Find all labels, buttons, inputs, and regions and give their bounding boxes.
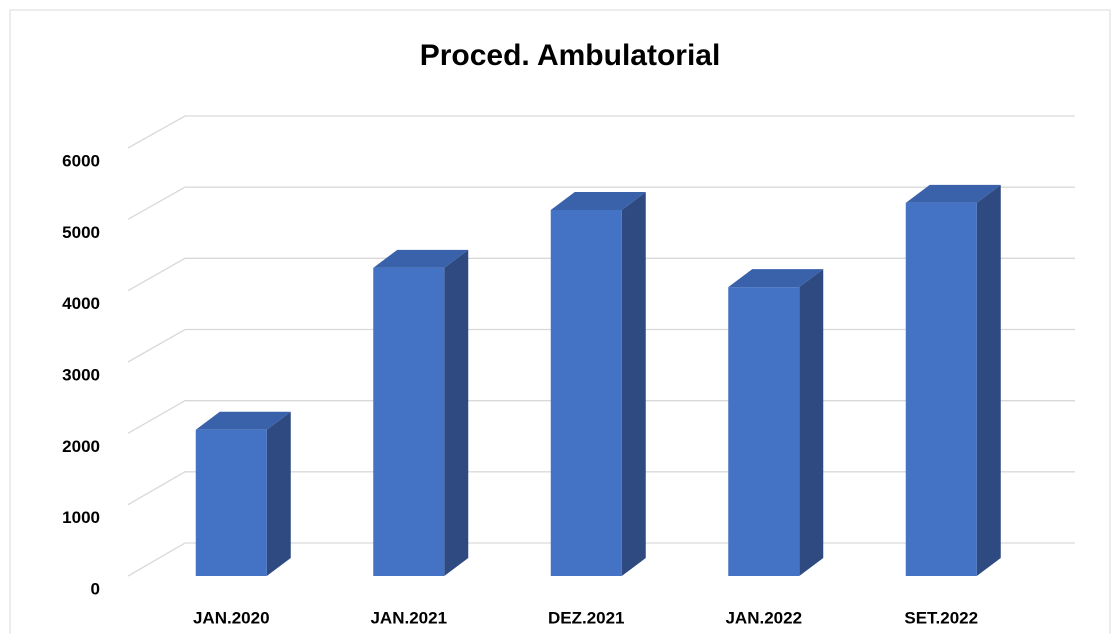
bar-side (444, 249, 469, 576)
grid-line (127, 186, 1075, 220)
x-tick-label: DEZ.2021 (548, 608, 625, 627)
bar-front (728, 287, 800, 576)
bar-front (373, 267, 445, 576)
x-tick-label: JAN.2022 (725, 608, 802, 627)
y-tick-label: 1000 (62, 508, 100, 527)
bar-top (550, 192, 646, 211)
bar-front (550, 210, 622, 576)
x-tick-label: SET.2022 (904, 608, 978, 627)
y-tick-label: 2000 (62, 437, 100, 456)
bar-side (621, 192, 646, 576)
bar-top (905, 184, 1001, 203)
grid-line (127, 115, 1075, 149)
y-tick-label: 6000 (62, 151, 100, 170)
bar-side (976, 184, 1001, 576)
bar-side (799, 269, 824, 576)
bar-side (266, 411, 291, 576)
x-tick-label: JAN.2021 (370, 608, 447, 627)
y-tick-label: 5000 (62, 223, 100, 242)
bar (373, 249, 469, 576)
grid-line (127, 257, 1075, 292)
bar (195, 411, 291, 576)
bar (728, 269, 824, 576)
bar-front (905, 202, 977, 576)
chart-title: Proced. Ambulatorial (420, 39, 721, 72)
y-tick-label: 0 (91, 579, 100, 598)
bar-top (195, 411, 291, 430)
bar (905, 184, 1001, 576)
bar-top (728, 269, 824, 288)
bar-front (195, 429, 267, 576)
bar (550, 192, 646, 576)
x-tick-label: JAN.2020 (193, 608, 270, 627)
bar-top (373, 249, 469, 268)
y-tick-label: 4000 (62, 294, 100, 313)
y-tick-label: 3000 (62, 365, 100, 384)
